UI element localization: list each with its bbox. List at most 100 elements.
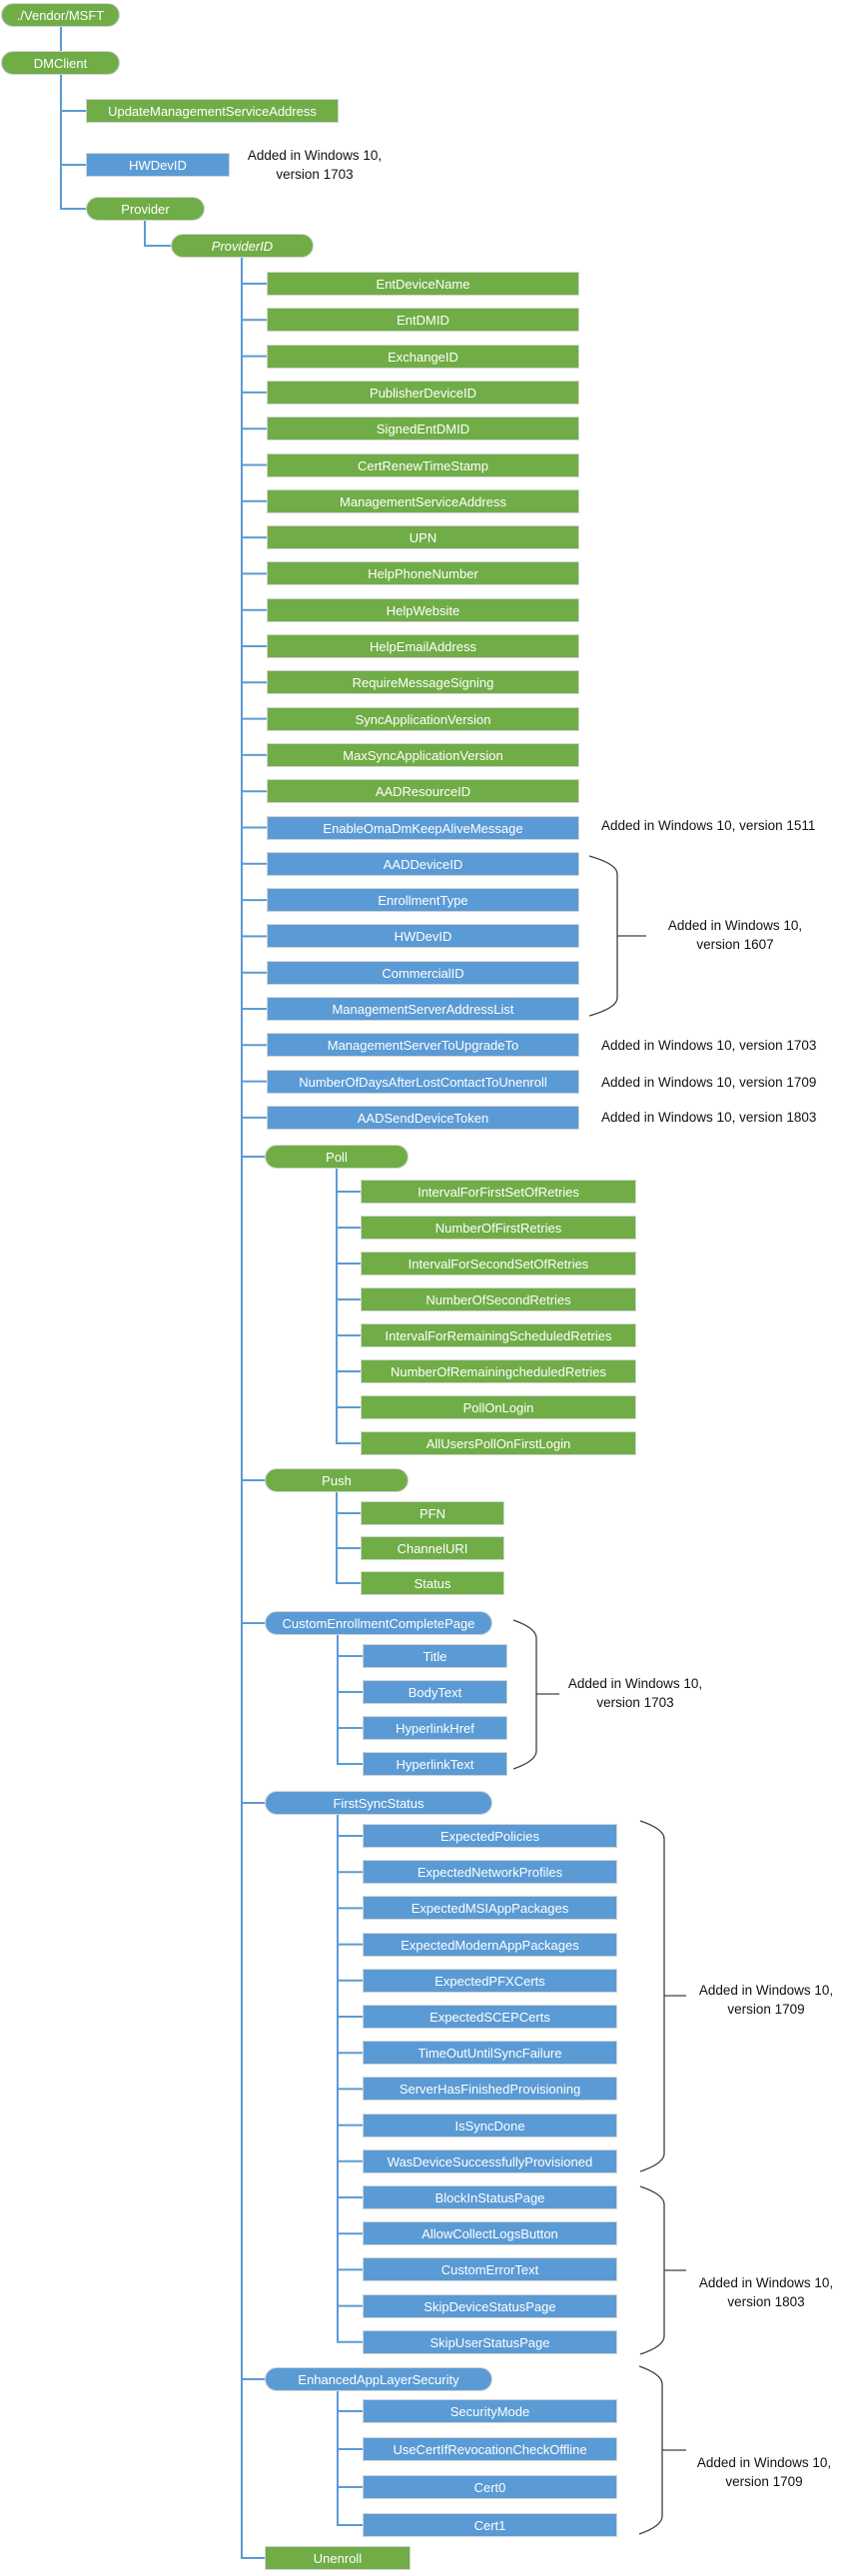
- node-expectedmsiapppackages: ExpectedMSIAppPackages: [363, 1896, 617, 1921]
- node-signedentdmid: SignedEntDMID: [267, 417, 579, 441]
- annotation-line: Added in Windows 10,: [247, 148, 383, 163]
- annotation-line: Added in Windows 10, version 1511: [601, 818, 816, 833]
- node-cert0: Cert0: [363, 2475, 617, 2499]
- annotation-line: Added in Windows 10,: [567, 1676, 703, 1691]
- node-hwdevid: HWDevID: [86, 153, 230, 177]
- version-annotation: Added in Windows 10, version 1803: [699, 2273, 833, 2311]
- node-certrenewtimestamp: CertRenewTimeStamp: [267, 452, 579, 477]
- node-requiremessagesigning: RequireMessageSigning: [267, 670, 579, 695]
- version-annotation: Added in Windows 10, version 1703: [601, 1036, 816, 1055]
- version-annotation: Added in Windows 10, version 1703: [568, 1674, 702, 1712]
- node-channeluri: ChannelURI: [361, 1536, 504, 1560]
- node-entdmid: EntDMID: [267, 308, 579, 333]
- annotation-line: version 1709: [727, 2002, 805, 2017]
- node-aadresourceid: AADResourceID: [267, 779, 579, 804]
- node-cert1: Cert1: [363, 2513, 617, 2537]
- node-bodytext: BodyText: [363, 1680, 507, 1704]
- version-annotation: Added in Windows 10, version 1511: [601, 816, 815, 835]
- annotation-line: Added in Windows 10,: [696, 2455, 832, 2470]
- node-alluserspollonfirstlogin: AllUsersPollOnFirstLogin: [361, 1431, 636, 1455]
- brace-bracket: [639, 2185, 686, 2355]
- node-customerrortext: CustomErrorText: [363, 2257, 617, 2282]
- node-helpphonenumber: HelpPhoneNumber: [267, 561, 579, 586]
- node-numberofsecondretries: NumberOfSecondRetries: [361, 1288, 636, 1311]
- node-commercialid: CommercialID: [267, 960, 579, 985]
- version-annotation: Added in Windows 10, version 1703: [248, 146, 382, 184]
- node-timeoutuntilsyncfailure: TimeOutUntilSyncFailure: [363, 2041, 617, 2066]
- annotation-line: Added in Windows 10, version 1709: [601, 1075, 817, 1090]
- node-enableomadmkeepalivemessage: EnableOmaDmKeepAliveMessage: [267, 815, 579, 840]
- annotation-line: version 1709: [725, 2474, 803, 2489]
- annotation-line: version 1703: [596, 1695, 674, 1710]
- node-managementservertoupgradeto: ManagementServerToUpgradeTo: [267, 1033, 579, 1058]
- node-unenroll: Unenroll: [265, 2546, 411, 2570]
- node-hyperlinktext: HyperlinkText: [363, 1752, 507, 1776]
- version-annotation: Added in Windows 10, version 1709: [699, 1981, 833, 2019]
- node-exchangeid: ExchangeID: [267, 344, 579, 369]
- node-expectedpfxcerts: ExpectedPFXCerts: [363, 1968, 617, 1993]
- node-firstsyncstatus: FirstSyncStatus: [265, 1791, 492, 1815]
- node-entdevicename: EntDeviceName: [267, 272, 579, 296]
- brace-bracket: [639, 1820, 686, 2172]
- node-vendor-msft: ./Vendor/MSFT: [1, 3, 120, 27]
- brace-bracket: [588, 855, 646, 1017]
- node-managementserveraddresslist: ManagementServerAddressList: [267, 997, 579, 1021]
- version-annotation: Added in Windows 10, version 1607: [668, 916, 802, 954]
- node-updatemanagementserviceaddress: UpdateManagementServiceAddress: [86, 99, 339, 123]
- node-provider: Provider: [86, 197, 205, 221]
- node-skipdevicestatuspage: SkipDeviceStatusPage: [363, 2293, 617, 2318]
- version-annotation: Added in Windows 10, version 1803: [601, 1108, 816, 1127]
- node-numberofdaysafterlostcontacttounenroll: NumberOfDaysAfterLostContactToUnenroll: [267, 1069, 579, 1094]
- node-securitymode: SecurityMode: [363, 2399, 617, 2423]
- node-providerid: ProviderID: [171, 234, 314, 258]
- node-intervalforsecondsetofretries: IntervalForSecondSetOfRetries: [361, 1252, 636, 1276]
- node-skipuserstatuspage: SkipUserStatusPage: [363, 2329, 617, 2354]
- node-title: Title: [363, 1644, 507, 1668]
- node-helpemailaddress: HelpEmailAddress: [267, 634, 579, 658]
- node-blockinstatuspage: BlockInStatusPage: [363, 2185, 617, 2209]
- node-numberofremainingcheduledretries: NumberOfRemainingcheduledRetries: [361, 1359, 636, 1383]
- node-upn: UPN: [267, 525, 579, 550]
- node-status: Status: [361, 1571, 504, 1595]
- annotation-line: Added in Windows 10,: [698, 2275, 834, 2290]
- node-enhancedapplayersecurity: EnhancedAppLayerSecurity: [265, 2367, 492, 2391]
- node-hwdevid: HWDevID: [267, 924, 579, 949]
- brace-bracket: [638, 2365, 686, 2535]
- node-publisherdeviceid: PublisherDeviceID: [267, 380, 579, 405]
- version-annotation: Added in Windows 10, version 1709: [601, 1073, 816, 1092]
- annotation-line: version 1803: [727, 2294, 805, 2309]
- annotation-line: version 1703: [276, 167, 354, 182]
- node-aadsenddevicetoken: AADSendDeviceToken: [267, 1105, 579, 1130]
- annotation-line: Added in Windows 10, version 1803: [601, 1110, 817, 1125]
- version-annotation: Added in Windows 10, version 1709: [697, 2453, 831, 2491]
- node-syncapplicationversion: SyncApplicationVersion: [267, 706, 579, 731]
- annotation-line: Added in Windows 10, version 1703: [601, 1038, 817, 1053]
- node-managementserviceaddress: ManagementServiceAddress: [267, 488, 579, 513]
- node-dmclient: DMClient: [1, 51, 120, 75]
- node-expectednetworkprofiles: ExpectedNetworkProfiles: [363, 1860, 617, 1885]
- node-intervalforfirstsetofretries: IntervalForFirstSetOfRetries: [361, 1180, 636, 1204]
- brace-bracket: [512, 1619, 559, 1770]
- node-hyperlinkhref: HyperlinkHref: [363, 1716, 507, 1740]
- node-numberoffirstretries: NumberOfFirstRetries: [361, 1216, 636, 1240]
- node-serverhasfinishedprovisioning: ServerHasFinishedProvisioning: [363, 2077, 617, 2102]
- node-aaddeviceid: AADDeviceID: [267, 851, 579, 876]
- node-usecertifrevocationcheckoffline: UseCertIfRevocationCheckOffline: [363, 2437, 617, 2461]
- node-pollonlogin: PollOnLogin: [361, 1395, 636, 1419]
- node-pfn: PFN: [361, 1501, 504, 1525]
- node-helpwebsite: HelpWebsite: [267, 597, 579, 622]
- node-wasdevicesuccessfullyprovisioned: WasDeviceSuccessfullyProvisioned: [363, 2148, 617, 2173]
- node-poll: Poll: [265, 1145, 409, 1169]
- node-issyncdone: IsSyncDone: [363, 2113, 617, 2138]
- node-expectedpolicies: ExpectedPolicies: [363, 1824, 617, 1848]
- node-maxsyncapplicationversion: MaxSyncApplicationVersion: [267, 742, 579, 767]
- node-push: Push: [265, 1468, 409, 1492]
- node-allowcollectlogsbutton: AllowCollectLogsButton: [363, 2221, 617, 2246]
- node-expectedscepcerts: ExpectedSCEPCerts: [363, 2005, 617, 2029]
- annotation-line: Added in Windows 10,: [698, 1983, 834, 1998]
- node-enrollmenttype: EnrollmentType: [267, 888, 579, 913]
- node-expectedmodernapppackages: ExpectedModernAppPackages: [363, 1932, 617, 1957]
- node-intervalforremainingscheduledretries: IntervalForRemainingScheduledRetries: [361, 1323, 636, 1347]
